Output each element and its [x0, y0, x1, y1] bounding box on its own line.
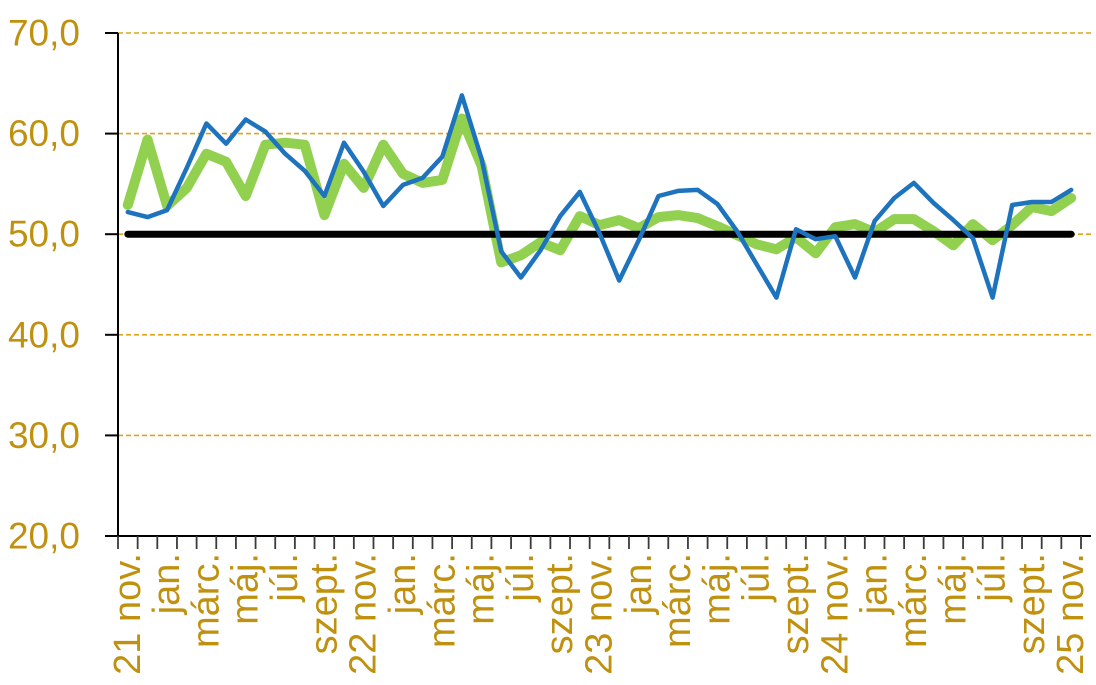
- x-axis-label-16: júl.: [736, 553, 778, 603]
- x-axis-label-24: 25 nov.: [1050, 553, 1092, 675]
- x-axis-label-14: márc.: [657, 553, 699, 648]
- y-axis-label-30: 30,0: [8, 415, 80, 456]
- x-axis-label-9: máj.: [461, 553, 503, 625]
- y-axis-label-20: 20,0: [8, 516, 80, 557]
- x-axis-label-6: 22 nov.: [343, 553, 385, 675]
- x-axis-label-12: 23 nov.: [579, 553, 621, 675]
- y-axis-label-70: 70,0: [8, 13, 80, 54]
- y-axis-label-40: 40,0: [8, 314, 80, 355]
- x-axis-label-2: márc.: [185, 553, 227, 648]
- x-axis-label-4: júl.: [264, 553, 306, 603]
- x-axis-label-10: júl.: [500, 553, 542, 603]
- x-axis-label-17: szept.: [775, 553, 817, 654]
- x-axis-label-18: 24 nov.: [814, 553, 856, 675]
- x-axis-label-1: jan.: [146, 553, 188, 615]
- x-axis-label-22: júl.: [972, 553, 1014, 603]
- x-axis-label-21: máj.: [932, 553, 974, 625]
- x-axis-label-5: szept.: [303, 553, 345, 654]
- x-axis-label-20: márc.: [893, 553, 935, 648]
- x-axis-label-7: jan.: [382, 553, 424, 615]
- x-axis-label-23: szept.: [1011, 553, 1053, 654]
- x-axis-label-13: jan.: [618, 553, 660, 615]
- green-series-line: [122, 113, 1077, 268]
- x-axis-label-3: máj.: [225, 553, 267, 625]
- blue-series-line: [125, 93, 1074, 300]
- x-axis-label-19: jan.: [854, 553, 896, 615]
- x-axis-label-11: szept.: [539, 553, 581, 654]
- x-axis-label-0: 21 nov.: [107, 553, 149, 675]
- y-axis-label-50: 50,0: [8, 214, 80, 255]
- x-axis-label-8: márc.: [421, 553, 463, 648]
- x-axis-label-15: máj.: [696, 553, 738, 625]
- y-axis-label-60: 60,0: [8, 113, 80, 154]
